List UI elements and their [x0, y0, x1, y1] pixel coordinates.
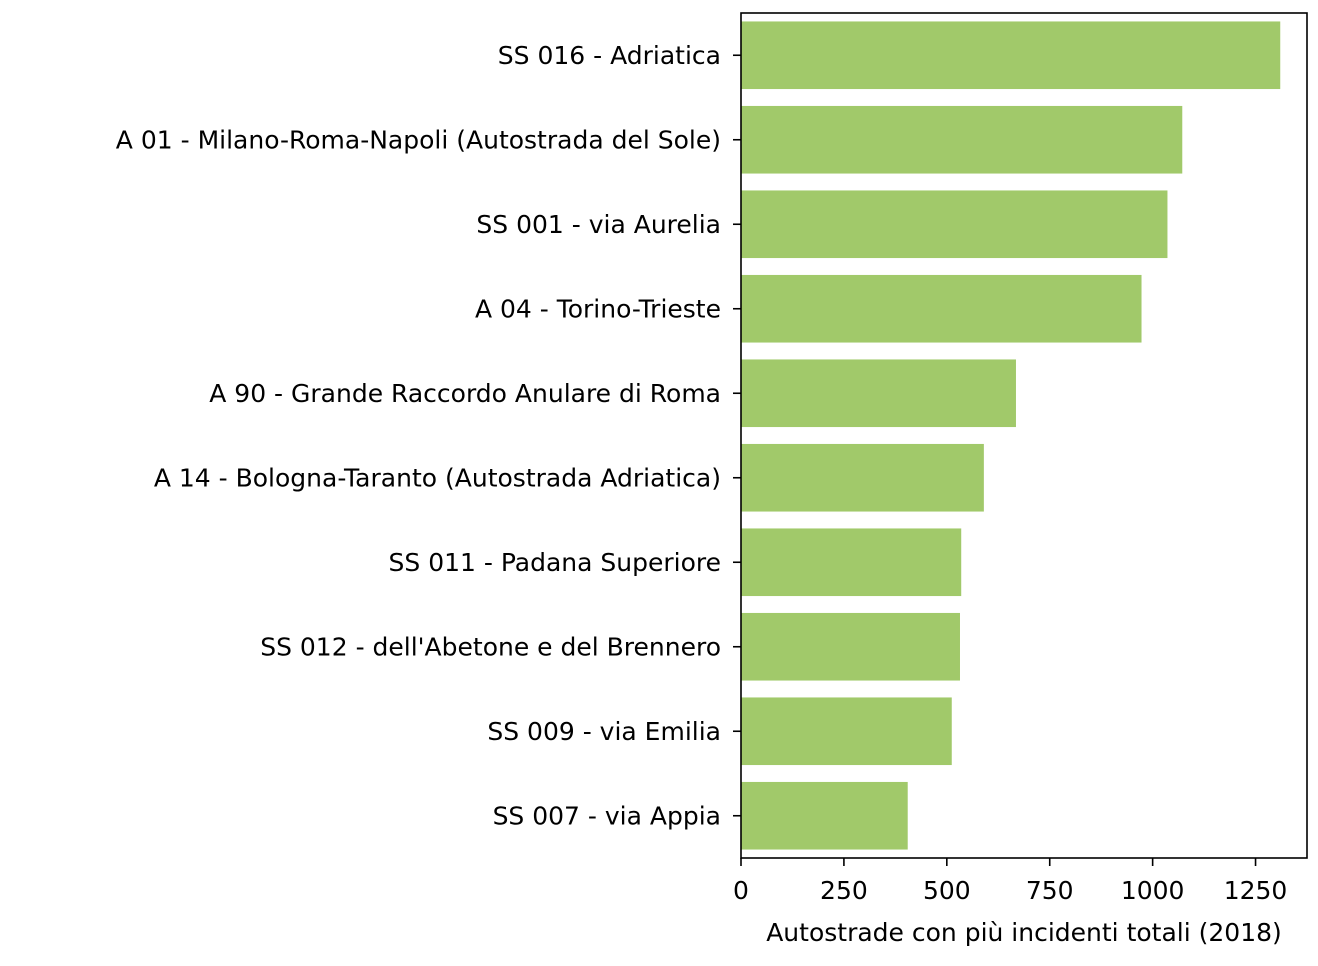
bar	[741, 190, 1168, 259]
bar	[741, 528, 962, 597]
y-tick-label: SS 016 - Adriatica	[498, 41, 721, 70]
y-tick-label: A 04 - Torino-Trieste	[475, 294, 721, 323]
x-tick-label: 1000	[1121, 876, 1185, 905]
bar	[741, 274, 1142, 343]
bar	[741, 781, 908, 850]
y-axis-ticks: SS 016 - Adriatica A 01 - Milano-Roma-Nap…	[116, 41, 741, 830]
x-tick-label: 0	[733, 876, 749, 905]
bar	[741, 443, 984, 512]
bar	[741, 359, 1016, 428]
x-tick-label: 750	[1026, 876, 1074, 905]
y-tick-label: SS 007 - via Appia	[493, 801, 721, 830]
y-tick-label: SS 001 - via Aurelia	[476, 210, 721, 239]
bar	[741, 105, 1183, 174]
y-tick-label: A 90 - Grande Raccordo Anulare di Roma	[209, 379, 721, 408]
x-axis-label: Autostrade con più incidenti totali (201…	[766, 918, 1282, 947]
y-tick-label: A 01 - Milano-Roma-Napoli (Autostrada de…	[116, 125, 721, 154]
y-tick-label: SS 011 - Padana Superiore	[389, 548, 721, 577]
x-tick-label: 250	[820, 876, 868, 905]
y-tick-label: SS 009 - via Emilia	[487, 717, 721, 746]
x-tick-label: 1250	[1224, 876, 1288, 905]
x-axis-ticks: 0 250 500 750 1000 1250	[733, 858, 1287, 905]
bars-group	[741, 21, 1281, 850]
bar	[741, 21, 1281, 90]
x-tick-label: 500	[923, 876, 971, 905]
bar	[741, 697, 952, 766]
y-tick-label: A 14 - Bologna-Taranto (Autostrada Adria…	[154, 463, 721, 492]
plot-frame	[740, 12, 1308, 859]
y-tick-label: SS 012 - dell'Abetone e del Brennero	[260, 632, 721, 661]
bar	[741, 612, 960, 681]
